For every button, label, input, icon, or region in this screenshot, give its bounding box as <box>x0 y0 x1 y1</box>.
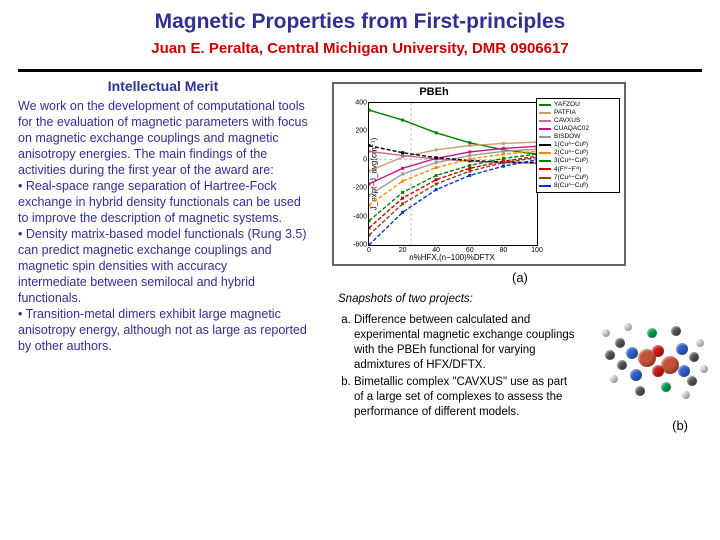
ytick: 0 <box>363 156 369 163</box>
legend-label: 2(Cuᴬ−Cuᴮ) <box>554 149 588 156</box>
legend-row: CAVXUS <box>539 117 617 124</box>
chart-title: PBEh <box>334 86 534 98</box>
atom <box>617 360 627 370</box>
chart-svg <box>369 103 537 245</box>
legend-swatch <box>539 104 551 106</box>
legend-swatch <box>539 136 551 138</box>
legend-swatch <box>539 112 551 114</box>
legend-row: 4(Fᴵⱽ−Fⱽᴵ) <box>539 165 617 173</box>
atom <box>687 376 697 386</box>
molecule-figure <box>592 313 712 413</box>
atom <box>605 350 615 360</box>
atom <box>700 365 708 373</box>
ytick: 400 <box>355 100 369 107</box>
legend-swatch <box>539 120 551 122</box>
legend-row: PATFIA <box>539 109 617 116</box>
atom <box>676 343 688 355</box>
legend-label: CAVXUS <box>554 117 580 124</box>
chart-xlabel: n%HFX,(n−100)%DFTX <box>368 253 536 262</box>
atom <box>610 375 618 383</box>
merit-bullet: • Real-space range separation of Hartree… <box>18 178 308 226</box>
legend-row: 1(Cuᴬ−Cuᴮ) <box>539 141 617 148</box>
atom <box>678 365 690 377</box>
atom <box>652 365 664 377</box>
legend-swatch <box>539 177 551 179</box>
ytick: 200 <box>355 128 369 135</box>
legend-swatch <box>539 144 551 146</box>
legend-label: BISDOW <box>554 133 580 140</box>
caption-lead: Snapshots of two projects: <box>338 292 578 307</box>
figure-label-a: (a) <box>512 270 528 285</box>
legend-label: PATFIA <box>554 109 576 116</box>
legend-row: 3(Cuᴬ−Cuᴮ) <box>539 157 617 164</box>
legend-label: 4(Fᴵⱽ−Fⱽᴵ) <box>554 165 581 173</box>
legend-row: 2(Cuᴬ−Cuᴮ) <box>539 149 617 156</box>
page-title: Magnetic Properties from First-principle… <box>0 0 720 34</box>
legend-label: CUAQAC02 <box>554 125 589 132</box>
atom <box>630 369 642 381</box>
caption-block: Snapshots of two projects: Difference be… <box>338 292 578 431</box>
left-column: Intellectual Merit We work on the develo… <box>18 78 312 354</box>
caption-list: Difference between calculated and experi… <box>338 313 578 420</box>
content-area: Intellectual Merit We work on the develo… <box>0 72 720 354</box>
legend-swatch <box>539 128 551 130</box>
merit-bullet: • Density matrix-based model functionals… <box>18 226 308 306</box>
legend-row: CUAQAC02 <box>539 125 617 132</box>
legend-row: YAFZOU <box>539 101 617 108</box>
atom <box>647 328 657 338</box>
chart-plot-area: -600-400-2000200400020406080100 <box>368 102 538 246</box>
legend-row: 7(Cuᴬ−Cuᴮ) <box>539 174 617 181</box>
atom <box>626 347 638 359</box>
atom <box>689 352 699 362</box>
figure-label-b: (b) <box>672 418 688 433</box>
atom <box>671 326 681 336</box>
atom <box>602 329 610 337</box>
legend-swatch <box>539 152 551 154</box>
merit-bullet: • Transition-metal dimers exhibit large … <box>18 306 308 354</box>
legend-row: 8(Cuᴬ−Cuᴮ) <box>539 182 617 189</box>
legend-label: 1(Cuᴬ−Cuᴮ) <box>554 141 588 148</box>
atom <box>635 386 645 396</box>
atom <box>652 345 664 357</box>
atom <box>624 323 632 331</box>
right-column: PBEh J_expt−J_avg(cm⁻¹) -600-400-2000200… <box>312 78 702 354</box>
merit-heading: Intellectual Merit <box>18 78 308 96</box>
chart-legend: YAFZOUPATFIACAVXUSCUAQAC02BISDOW1(Cuᴬ−Cu… <box>536 98 620 193</box>
ytick: -400 <box>353 213 369 220</box>
atom <box>682 391 690 399</box>
legend-label: 3(Cuᴬ−Cuᴮ) <box>554 157 588 164</box>
caption-item: Bimetallic complex "CAVXUS" use as part … <box>354 375 578 420</box>
legend-label: 7(Cuᴬ−Cuᴮ) <box>554 174 588 181</box>
atom <box>615 338 625 348</box>
chart-box: PBEh J_expt−J_avg(cm⁻¹) -600-400-2000200… <box>332 82 626 266</box>
legend-label: YAFZOU <box>554 101 580 108</box>
legend-swatch <box>539 185 551 187</box>
page-subtitle: Juan E. Peralta, Central Michigan Univer… <box>0 34 720 65</box>
legend-row: BISDOW <box>539 133 617 140</box>
legend-swatch <box>539 168 551 170</box>
legend-swatch <box>539 160 551 162</box>
atom <box>696 339 704 347</box>
merit-bullets: • Real-space range separation of Hartree… <box>18 178 308 354</box>
caption-item: Difference between calculated and experi… <box>354 313 578 373</box>
ytick: -200 <box>353 185 369 192</box>
legend-label: 8(Cuᴬ−Cuᴮ) <box>554 182 588 189</box>
atom <box>661 382 671 392</box>
merit-intro: We work on the development of computatio… <box>18 99 308 177</box>
